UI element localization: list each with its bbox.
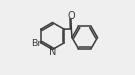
Text: Br: Br [31, 39, 42, 48]
Text: N: N [49, 47, 57, 57]
Text: O: O [67, 11, 75, 21]
